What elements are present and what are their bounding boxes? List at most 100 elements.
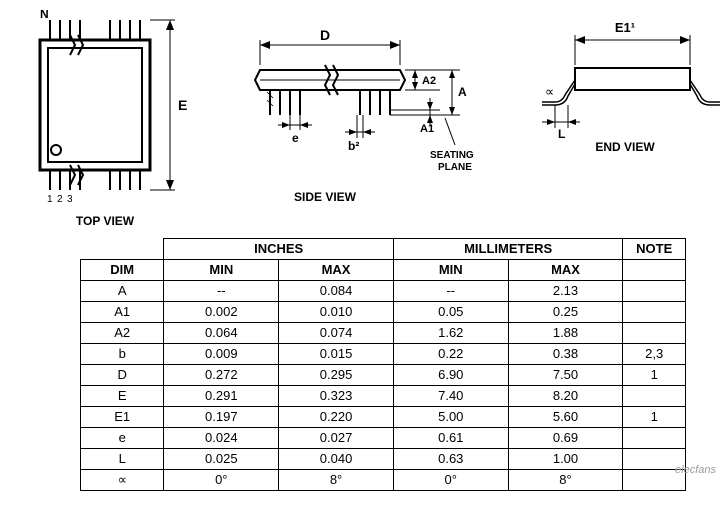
cell-mm_max: 0.25 <box>508 302 623 323</box>
table-row: A10.0020.0100.050.25 <box>81 302 686 323</box>
mm-header: MILLIMETERS <box>393 239 622 260</box>
dim-n: N <box>40 10 49 21</box>
cell-mm_max: 0.69 <box>508 428 623 449</box>
cell-dim: e <box>81 428 164 449</box>
cell-dim: ∝ <box>81 470 164 491</box>
cell-dim: D <box>81 365 164 386</box>
dim-b2: b² <box>348 139 359 153</box>
table-row: E0.2910.3237.408.20 <box>81 386 686 407</box>
cell-dim: A <box>81 281 164 302</box>
mm-min-header: MIN <box>393 260 508 281</box>
pin-2: 2 <box>57 194 63 205</box>
dim-d: D <box>320 27 330 43</box>
cell-mm_min: 7.40 <box>393 386 508 407</box>
dim-e-label: E <box>178 97 187 113</box>
cell-dim: L <box>81 449 164 470</box>
side-view-label: SIDE VIEW <box>294 190 356 204</box>
cell-mm_min: 0.63 <box>393 449 508 470</box>
cell-in_min: 0.024 <box>164 428 279 449</box>
cell-dim: E <box>81 386 164 407</box>
cell-mm_min: 1.62 <box>393 323 508 344</box>
cell-mm_min: 0.22 <box>393 344 508 365</box>
top-view-svg: N 1 2 3 E <box>20 10 190 210</box>
cell-note: 1 <box>623 407 686 428</box>
cell-in_min: 0° <box>164 470 279 491</box>
cell-in_max: 8° <box>279 470 394 491</box>
watermark: elecfans <box>675 464 716 476</box>
mm-max-header: MAX <box>508 260 623 281</box>
top-view-diagram: N 1 2 3 E TOP VIEW <box>20 10 190 228</box>
table-row: D0.2720.2956.907.501 <box>81 365 686 386</box>
cell-mm_min: 6.90 <box>393 365 508 386</box>
cell-note <box>623 281 686 302</box>
cell-mm_min: 0.05 <box>393 302 508 323</box>
cell-note <box>623 428 686 449</box>
cell-in_max: 0.220 <box>279 407 394 428</box>
cell-dim: A1 <box>81 302 164 323</box>
cell-in_max: 0.295 <box>279 365 394 386</box>
cell-mm_max: 5.60 <box>508 407 623 428</box>
cell-mm_max: 7.50 <box>508 365 623 386</box>
cell-note: 2,3 <box>623 344 686 365</box>
cell-in_min: 0.009 <box>164 344 279 365</box>
cell-mm_min: 0° <box>393 470 508 491</box>
cell-in_min: 0.002 <box>164 302 279 323</box>
table-body: A--0.084--2.13A10.0020.0100.050.25A20.06… <box>81 281 686 491</box>
cell-in_max: 0.027 <box>279 428 394 449</box>
cell-in_max: 0.323 <box>279 386 394 407</box>
dim-l: L <box>558 127 565 141</box>
cell-mm_min: 0.61 <box>393 428 508 449</box>
dimension-table: INCHES MILLIMETERS NOTE DIM MIN MAX MIN … <box>80 238 686 491</box>
end-view-label: END VIEW <box>595 140 654 154</box>
table-row: ∝0°8°0°8° <box>81 470 686 491</box>
cell-mm_max: 1.00 <box>508 449 623 470</box>
inches-header: INCHES <box>164 239 393 260</box>
top-view-label: TOP VIEW <box>76 214 134 228</box>
cell-note: 1 <box>623 365 686 386</box>
table-row: E10.1970.2205.005.601 <box>81 407 686 428</box>
cell-in_max: 0.010 <box>279 302 394 323</box>
seating-plane-2: PLANE <box>438 162 472 173</box>
dim-e1: E1¹ <box>615 20 635 35</box>
dim-alpha: ∝ <box>545 84 554 99</box>
end-view-diagram: E1¹ ∝ L END VIEW <box>530 10 720 154</box>
cell-note <box>623 386 686 407</box>
side-view-diagram: D e <box>230 10 490 204</box>
blank-cell <box>81 239 164 260</box>
cell-mm_min: 5.00 <box>393 407 508 428</box>
in-max-header: MAX <box>279 260 394 281</box>
cell-dim: A2 <box>81 323 164 344</box>
cell-in_max: 0.084 <box>279 281 394 302</box>
cell-mm_max: 0.38 <box>508 344 623 365</box>
dim-a1: A1 <box>420 123 434 135</box>
dim-a2: A2 <box>422 75 436 87</box>
seating-plane-1: SEATING <box>430 150 474 161</box>
pin-1: 1 <box>47 194 53 205</box>
cell-in_max: 0.015 <box>279 344 394 365</box>
note-header: NOTE <box>623 239 686 260</box>
pin-3: 3 <box>67 194 73 205</box>
side-view-svg: D e <box>230 10 490 210</box>
cell-in_min: -- <box>164 281 279 302</box>
dimension-table-wrap: INCHES MILLIMETERS NOTE DIM MIN MAX MIN … <box>0 238 726 491</box>
table-row: A20.0640.0741.621.88 <box>81 323 686 344</box>
table-row: A--0.084--2.13 <box>81 281 686 302</box>
dim-a: A <box>458 85 467 99</box>
cell-in_min: 0.197 <box>164 407 279 428</box>
cell-note <box>623 323 686 344</box>
cell-mm_max: 2.13 <box>508 281 623 302</box>
cell-in_max: 0.074 <box>279 323 394 344</box>
in-min-header: MIN <box>164 260 279 281</box>
cell-dim: E1 <box>81 407 164 428</box>
dim-e-pitch: e <box>292 131 299 145</box>
cell-in_max: 0.040 <box>279 449 394 470</box>
diagram-row: N 1 2 3 E TOP VIEW D <box>0 0 726 230</box>
table-row: e0.0240.0270.610.69 <box>81 428 686 449</box>
table-row: L0.0250.0400.631.00 <box>81 449 686 470</box>
dim-header: DIM <box>81 260 164 281</box>
cell-mm_max: 1.88 <box>508 323 623 344</box>
cell-mm_max: 8.20 <box>508 386 623 407</box>
cell-note <box>623 302 686 323</box>
cell-mm_max: 8° <box>508 470 623 491</box>
cell-in_min: 0.064 <box>164 323 279 344</box>
